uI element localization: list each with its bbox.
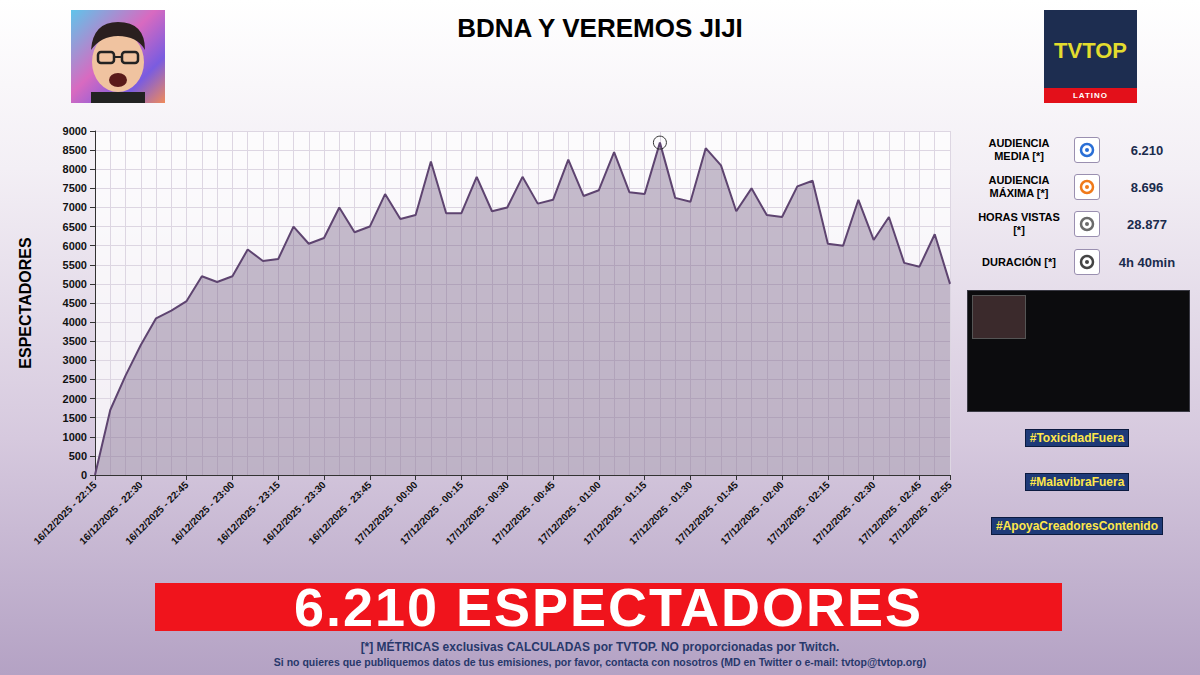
svg-text:16/12/2025 - 22:30: 16/12/2025 - 22:30 [77,479,145,547]
html-text:4h 40min: 4h 40min [1118,254,1176,270]
html-text:Si no quieres que publiquemos: Si no quieres que publiquemos datos de t… [273,656,927,668]
svg-text:1500: 1500 [63,412,87,424]
html-text:AUDIENCIA MÁXIMA [*]: AUDIENCIA MÁXIMA [*] [988,174,1050,199]
svg-text:5000: 5000 [63,278,87,290]
svg-text:16/12/2025 - 23:45: 16/12/2025 - 23:45 [306,479,374,547]
html-text:[*] MÉTRICAS exclusivas CALCUL: [*] MÉTRICAS exclusivas CALCULADAS por T… [360,640,840,654]
html-text:LATINO: LATINO [1072,91,1109,100]
svg-text:ESPECTADORES: ESPECTADORES [17,237,34,369]
html-text:TVTOP: TVTOP [1054,38,1127,63]
svg-text:3000: 3000 [63,354,87,366]
svg-text:16/12/2025 - 23:15: 16/12/2025 - 23:15 [214,479,283,547]
html-text:28.877: 28.877 [1127,216,1167,232]
svg-text:17/12/2025 - 02:30: 17/12/2025 - 02:30 [810,479,878,547]
html-text:#ApoyaCreadoresContenido: #ApoyaCreadoresContenido [996,519,1158,533]
svg-text:4000: 4000 [63,316,87,328]
html-text:#MalavibraFuera: #MalavibraFuera [1029,475,1125,489]
svg-text:6000: 6000 [63,240,87,252]
svg-text:7500: 7500 [63,182,87,194]
svg-text:8000: 8000 [63,163,87,175]
html-text:#ToxicidadFuera: #ToxicidadFuera [1029,431,1125,445]
html-text:6.210: 6.210 [1130,142,1164,158]
html-text:AUDIENCIA MEDIA [*]: AUDIENCIA MEDIA [*] [988,137,1050,162]
svg-text:17/12/2025 - 00:00: 17/12/2025 - 00:00 [352,479,420,547]
svg-text:2500: 2500 [63,373,87,385]
html-text:8.696: 8.696 [1130,179,1164,195]
svg-text:4500: 4500 [63,297,87,309]
html-text:6.210 ESPECTADORES: 6.210 ESPECTADORES [293,577,924,637]
svg-text:16/12/2025 - 23:00: 16/12/2025 - 23:00 [168,479,237,547]
svg-text:17/12/2025 - 00:15: 17/12/2025 - 00:15 [397,479,466,547]
svg-text:17/12/2025 - 00:30: 17/12/2025 - 00:30 [443,479,512,547]
html-text:HORAS VISTAS [*]: HORAS VISTAS [*] [978,211,1060,236]
svg-text:0: 0 [81,469,87,481]
svg-text:17/12/2025 - 02:45: 17/12/2025 - 02:45 [855,479,924,547]
svg-text:17/12/2025 - 02:00: 17/12/2025 - 02:00 [718,479,786,547]
svg-text:17/12/2025 - 02:55: 17/12/2025 - 02:55 [886,479,954,547]
svg-text:16/12/2025 - 22:15: 16/12/2025 - 22:15 [31,479,99,547]
svg-text:17/12/2025 - 01:15: 17/12/2025 - 01:15 [581,479,649,547]
svg-text:5500: 5500 [63,259,87,271]
svg-text:17/12/2025 - 00:45: 17/12/2025 - 00:45 [489,479,557,547]
svg-text:16/12/2025 - 23:30: 16/12/2025 - 23:30 [260,479,328,547]
svg-text:1000: 1000 [63,431,87,443]
svg-text:500: 500 [69,450,87,462]
svg-text:BDNA Y VEREMOS JIJI: BDNA Y VEREMOS JIJI [457,13,743,43]
svg-text:17/12/2025 - 01:00: 17/12/2025 - 01:00 [535,479,603,547]
svg-text:2000: 2000 [63,393,87,405]
svg-text:3500: 3500 [63,335,87,347]
svg-text:16/12/2025 - 22:45: 16/12/2025 - 22:45 [123,479,191,547]
svg-text:9000: 9000 [63,125,87,137]
svg-text:7000: 7000 [63,201,87,213]
svg-text:17/12/2025 - 02:15: 17/12/2025 - 02:15 [764,479,832,547]
svg-text:17/12/2025 - 01:45: 17/12/2025 - 01:45 [672,479,741,547]
svg-text:8500: 8500 [63,144,87,156]
html-text:DURACIÓN [*]: DURACIÓN [*] [982,255,1056,268]
svg-text:6500: 6500 [63,221,87,233]
svg-text:17/12/2025 - 01:30: 17/12/2025 - 01:30 [626,479,695,547]
